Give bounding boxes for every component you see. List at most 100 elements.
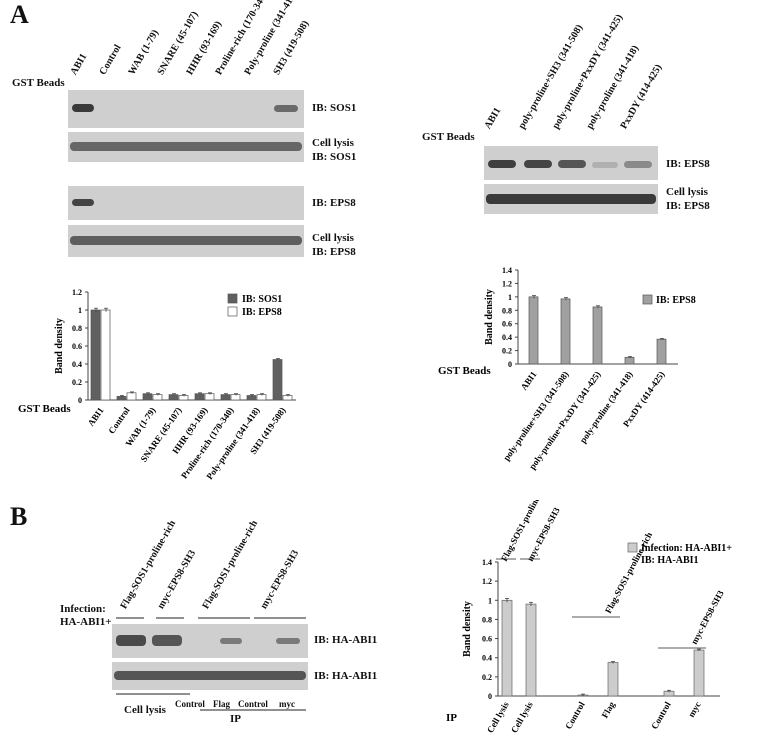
chart-a-right: 0 0.2 0.4 0.6 0.8 1 1.2 1.4 Band density ABI1poly… xyxy=(438,266,696,471)
band xyxy=(276,638,300,644)
band xyxy=(488,160,516,168)
y-tick-label: 1.2 xyxy=(502,279,512,288)
blot-label-ib-eps8-right: IB: EPS8 xyxy=(666,200,710,212)
y-axis-title: Band density xyxy=(462,601,473,657)
group-label: myc-EPS8-SH3 xyxy=(689,588,726,646)
bar xyxy=(152,394,163,401)
bar xyxy=(256,394,267,401)
legend-swatch xyxy=(627,542,638,553)
group-label: myc-EPS8-SH3 xyxy=(155,548,199,611)
blot-label-cell-lysis-1: Cell lysis xyxy=(312,137,354,149)
blot-label-sos1: IB: SOS1 xyxy=(312,102,357,114)
bar xyxy=(693,649,705,697)
x-tick-label: Cell lysis xyxy=(509,700,535,735)
panel-letter-a: A xyxy=(10,0,29,29)
chart-b-right: 0 0.2 0.4 0.6 0.8 1 1.2 1.4 Band density Cell lys… xyxy=(446,500,732,735)
x-tick-label: Flag xyxy=(600,700,617,720)
bar xyxy=(142,393,153,401)
chart-a-left: 0 0.2 0.4 0.6 0.8 1 1.2 Band density ABI1 Control… xyxy=(18,288,296,481)
group-label: myc-EPS8-SH3 xyxy=(258,548,302,611)
y-axis-title: Band density xyxy=(484,289,495,345)
bar xyxy=(528,296,539,365)
y-tick-label: 1 xyxy=(488,596,492,605)
blot-cell-lysis-right xyxy=(484,184,658,214)
lane-myc: myc xyxy=(279,699,295,709)
blot-label-ha-abi1-1: IB: HA-ABI1 xyxy=(314,634,378,646)
bar xyxy=(168,394,179,401)
x-tick-label: ABI1 xyxy=(86,405,106,428)
band xyxy=(592,162,618,168)
blot-cell-lysis-sos1 xyxy=(68,132,304,162)
y-tick-label: 1 xyxy=(78,306,82,315)
y-tick-label: 0 xyxy=(508,360,512,369)
y-tick-label: 1.4 xyxy=(482,558,492,567)
bar xyxy=(272,359,283,401)
y-tick-label: 0.8 xyxy=(482,615,492,624)
band xyxy=(116,635,146,646)
y-tick-label: 0.8 xyxy=(72,324,82,333)
y-tick-label: 0.4 xyxy=(482,654,492,663)
x-tick-label: Cell lysis xyxy=(485,700,511,735)
y-tick-label: 0.6 xyxy=(482,635,492,644)
y-tick-label: 0.4 xyxy=(72,360,82,369)
infection-label-2: HA-ABI1+ xyxy=(60,616,112,628)
x-tick-label: poly-proline+SH3 (341-508) xyxy=(501,369,570,462)
y-tick-label: 0 xyxy=(488,692,492,701)
blot-sos1 xyxy=(68,90,304,128)
bar xyxy=(126,392,137,401)
lane-label: ABI1 xyxy=(482,105,504,131)
band xyxy=(220,638,242,644)
band xyxy=(72,199,94,206)
lane-control-2: Control xyxy=(238,699,268,709)
blot-label-ib-eps8: IB: EPS8 xyxy=(312,246,356,258)
y-tick-label: 0.2 xyxy=(72,378,82,387)
bar xyxy=(116,396,127,401)
y-tick-label: 0.6 xyxy=(72,342,82,351)
bar xyxy=(624,356,635,365)
blot-label-cell-lysis-right: Cell lysis xyxy=(666,186,708,198)
y-tick-label: 0.2 xyxy=(502,347,512,356)
bottom-underlines-b xyxy=(116,693,306,711)
blot-eps8-right xyxy=(484,146,658,180)
blot-cell-lysis-eps8 xyxy=(68,225,304,257)
bar xyxy=(204,393,215,401)
band xyxy=(114,671,306,680)
lane-label: Control xyxy=(97,42,124,77)
group-label: Flag-SOS1-proline-rich xyxy=(200,518,261,611)
blot-ha-abi1-2 xyxy=(112,662,308,690)
legend-label: IB: EPS8 xyxy=(656,295,696,306)
bar xyxy=(100,309,111,401)
y-tick-label: 1 xyxy=(508,293,512,302)
band xyxy=(624,161,652,168)
bar xyxy=(592,306,603,365)
bar xyxy=(656,338,667,365)
y-tick-label: 1.2 xyxy=(482,577,492,586)
x-tick-label: Control xyxy=(106,405,132,436)
bar xyxy=(194,393,205,401)
y-axis-title: Band density xyxy=(54,318,65,374)
bar xyxy=(90,309,101,401)
blot-label-cell-lysis-2: Cell lysis xyxy=(312,232,354,244)
y-tick-label: 1.4 xyxy=(502,266,512,275)
group-underlines-b xyxy=(116,617,306,619)
x-axis-title: IP xyxy=(446,712,457,724)
lane-label: ABI1 xyxy=(68,51,90,77)
panel-letter-b: B xyxy=(10,502,28,531)
bar xyxy=(560,298,571,365)
legend-swatch xyxy=(227,293,238,304)
legend-label: IB: SOS1 xyxy=(242,294,282,305)
x-tick-label: Control xyxy=(563,700,587,731)
gst-beads-label-a-right: GST Beads xyxy=(422,131,475,143)
bar xyxy=(282,395,293,401)
bar xyxy=(230,394,241,401)
y-tick-label: 0.4 xyxy=(502,333,512,342)
lane-control-1: Control xyxy=(175,699,205,709)
legend-label: IB: EPS8 xyxy=(242,307,282,318)
blot-label-eps8: IB: EPS8 xyxy=(312,197,356,209)
band xyxy=(70,236,302,245)
legend-swatch xyxy=(642,294,653,305)
y-tick-label: 0 xyxy=(78,396,82,405)
y-tick-label: 0.6 xyxy=(502,320,512,329)
bar xyxy=(607,662,619,697)
x-tick-label: myc xyxy=(686,700,703,719)
